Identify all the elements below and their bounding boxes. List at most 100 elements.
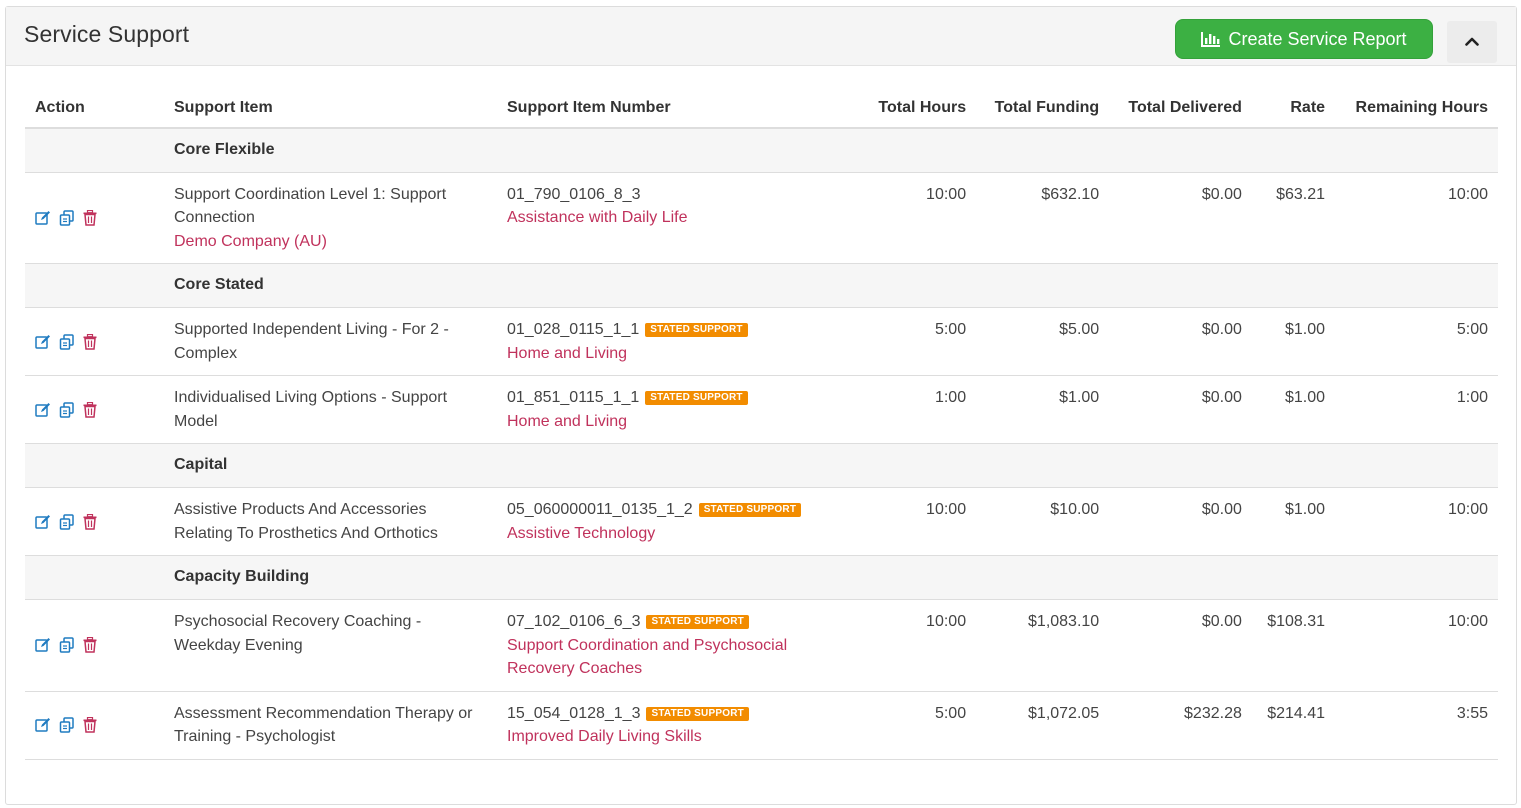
copy-icon[interactable] xyxy=(59,513,75,530)
rate: $63.21 xyxy=(1251,172,1336,264)
total-hours: 10:00 xyxy=(861,172,977,264)
edit-icon[interactable] xyxy=(35,637,51,653)
create-service-report-button[interactable]: Create Service Report xyxy=(1175,19,1433,59)
edit-icon[interactable] xyxy=(35,334,51,350)
support-item-cell: Individualised Living Options - Support … xyxy=(164,375,497,444)
group-row: Core Stated xyxy=(25,263,1498,308)
support-item-name: Assistive Products And Accessories Relat… xyxy=(174,501,438,542)
delete-icon[interactable] xyxy=(83,716,99,733)
header-remaining-hours: Remaining Hours xyxy=(1335,88,1498,129)
support-item-cell: Assessment Recommendation Therapy or Tra… xyxy=(164,691,497,760)
support-item-number-cell: 05_060000011_0135_1_2 STATED SUPPORT Assi… xyxy=(497,487,861,556)
row-actions xyxy=(25,599,164,692)
edit-icon[interactable] xyxy=(35,210,51,226)
delete-icon[interactable] xyxy=(83,333,99,350)
support-item-number-cell: 15_054_0128_1_3 STATED SUPPORT Improved D… xyxy=(497,691,861,760)
support-category: Assistive Technology xyxy=(507,524,656,542)
support-item-number-cell: 07_102_0106_6_3 STATED SUPPORT Support Co… xyxy=(497,599,861,692)
total-hours: 1:00 xyxy=(861,375,977,444)
support-item-number-cell: 01_028_0115_1_1 STATED SUPPORT Home and L… xyxy=(497,307,861,376)
total-delivered: $0.00 xyxy=(1109,487,1252,556)
table-header-row: Action Support Item Support Item Number … xyxy=(25,88,1498,129)
remaining-hours: 3:55 xyxy=(1335,691,1498,760)
support-item-number: 05_060000011_0135_1_2 xyxy=(507,501,693,518)
header-support-item: Support Item xyxy=(164,88,497,129)
stated-support-badge: STATED SUPPORT xyxy=(646,615,749,629)
support-category: Home and Living xyxy=(507,412,628,430)
support-item-number: 01_851_0115_1_1 xyxy=(507,389,640,406)
rate: $108.31 xyxy=(1251,599,1336,692)
table-row: Assistive Products And Accessories Relat… xyxy=(25,487,1498,556)
total-hours: 5:00 xyxy=(861,691,977,760)
support-item-cell: Psychosocial Recovery Coaching - Weekday… xyxy=(164,599,497,692)
total-funding: $5.00 xyxy=(976,307,1110,376)
delete-icon[interactable] xyxy=(83,637,99,654)
stated-support-badge: STATED SUPPORT xyxy=(646,706,749,721)
total-delivered: $0.00 xyxy=(1109,375,1252,444)
rate: $214.41 xyxy=(1251,691,1336,760)
support-item-name: Psychosocial Recovery Coaching - Weekday… xyxy=(174,613,422,654)
stated-support-badge: STATED SUPPORT xyxy=(698,503,802,517)
stated-support-badge: STATED SUPPORT xyxy=(645,323,748,337)
header-total-delivered: Total Delivered xyxy=(1109,88,1252,129)
total-delivered: $0.00 xyxy=(1109,307,1252,376)
delete-icon[interactable] xyxy=(83,209,99,226)
copy-icon[interactable] xyxy=(59,717,75,733)
total-funding: $10.00 xyxy=(976,487,1110,556)
support-item-name: Individualised Living Options - Support … xyxy=(174,389,448,430)
row-actions xyxy=(25,375,164,444)
remaining-hours: 1:00 xyxy=(1335,375,1498,444)
copy-icon[interactable] xyxy=(59,637,75,654)
copy-icon[interactable] xyxy=(59,210,75,226)
support-item-cell: Assistive Products And Accessories Relat… xyxy=(164,487,497,556)
support-item-number: 01_790_0106_8_3 xyxy=(507,185,641,203)
support-category: Support Coordination and Psychosocial Re… xyxy=(507,636,788,678)
group-name: Core Flexible xyxy=(164,128,1498,173)
table-row: Assessment Recommendation Therapy or Tra… xyxy=(25,691,1498,760)
group-row: Core Flexible xyxy=(25,128,1498,173)
delete-icon[interactable] xyxy=(83,401,99,418)
group-name: Capacity Building xyxy=(164,555,1498,600)
support-item-cell: Support Coordination Level 1: Support Co… xyxy=(164,172,497,264)
edit-icon[interactable] xyxy=(35,514,51,530)
header-action: Action xyxy=(25,88,164,129)
create-service-report-label: Create Service Report xyxy=(1228,28,1407,49)
header-total-hours: Total Hours xyxy=(861,88,977,129)
remaining-hours: 10:00 xyxy=(1335,487,1498,556)
support-item-number-cell: 01_790_0106_8_3 Assistance with Daily Li… xyxy=(497,172,861,264)
support-item-number-cell: 01_851_0115_1_1 STATED SUPPORT Home and L… xyxy=(497,375,861,444)
support-category: Home and Living xyxy=(507,344,628,362)
support-item-cell: Supported Independent Living - For 2 - C… xyxy=(164,307,497,376)
rate: $1.00 xyxy=(1251,487,1336,556)
copy-icon[interactable] xyxy=(59,401,75,418)
total-hours: 10:00 xyxy=(861,599,977,692)
provider-name: Demo Company (AU) xyxy=(174,232,327,250)
total-funding: $1.00 xyxy=(976,375,1110,444)
total-funding: $1,072.05 xyxy=(976,691,1110,760)
chevron-up-icon xyxy=(1465,33,1479,51)
total-delivered: $0.00 xyxy=(1109,599,1252,692)
delete-icon[interactable] xyxy=(83,513,99,530)
total-delivered: $0.00 xyxy=(1109,172,1252,264)
edit-icon[interactable] xyxy=(35,717,51,733)
group-row: Capacity Building xyxy=(25,555,1498,600)
remaining-hours: 10:00 xyxy=(1335,172,1498,264)
row-actions xyxy=(25,487,164,556)
total-funding: $632.10 xyxy=(976,172,1110,264)
support-category: Improved Daily Living Skills xyxy=(507,728,702,745)
edit-icon[interactable] xyxy=(35,402,51,418)
rate: $1.00 xyxy=(1251,375,1336,444)
bar-chart-icon xyxy=(1201,31,1221,47)
header-support-item-number: Support Item Number xyxy=(497,88,861,129)
total-hours: 5:00 xyxy=(861,307,977,376)
copy-icon[interactable] xyxy=(59,333,75,350)
support-item-number: 15_054_0128_1_3 xyxy=(507,704,641,722)
header-rate: Rate xyxy=(1251,88,1336,129)
total-delivered: $232.28 xyxy=(1109,691,1252,760)
panel-header: Service Support Create Service Report xyxy=(6,7,1516,66)
support-item-number: 07_102_0106_6_3 xyxy=(507,613,641,630)
table-row: Psychosocial Recovery Coaching - Weekday… xyxy=(25,599,1498,692)
total-hours: 10:00 xyxy=(861,487,977,556)
group-row: Capital xyxy=(25,443,1498,488)
collapse-panel-button[interactable] xyxy=(1447,21,1497,63)
